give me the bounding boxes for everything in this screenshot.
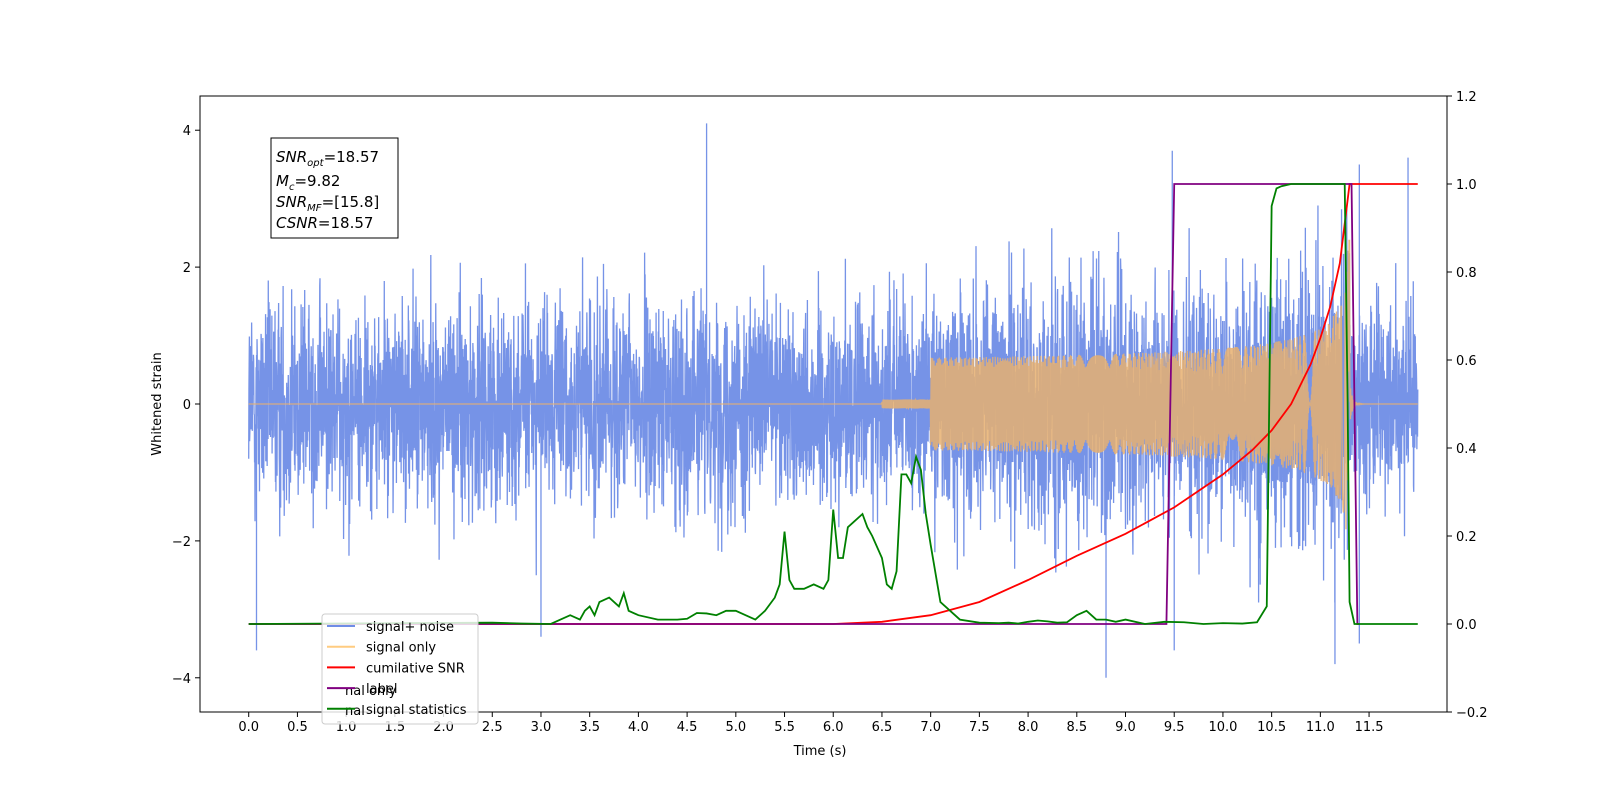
- x-tick-label: 0.0: [238, 720, 259, 735]
- x-tick-label: 11.0: [1306, 720, 1335, 735]
- y-tick-label: 0: [183, 398, 191, 413]
- y2-tick-label: 1.2: [1456, 90, 1477, 105]
- legend-label: signal statistics: [366, 703, 467, 718]
- legend-hidden-text-3: nal only: [345, 684, 397, 699]
- y-axis-label: Whitened strain: [150, 352, 165, 455]
- legend-label: cumilative SNR: [366, 661, 465, 676]
- series-signal-only: [248, 239, 1418, 530]
- series-signal-statistics: [248, 183, 1418, 625]
- y-tick-label: 2: [183, 261, 191, 276]
- plot-area: [248, 123, 1419, 678]
- legend-entries: signal+ noise signal only cumilative SNR la…: [327, 620, 467, 718]
- y-tick-label: 4: [183, 124, 191, 139]
- y-tick-label: −4: [172, 672, 191, 687]
- x-tick-label: 0.5: [287, 720, 308, 735]
- legend: nal only nal signal+ noise signal only cum…: [321, 613, 479, 725]
- annotation-chirp-mass: Mc=9.82: [276, 172, 340, 193]
- x-tick-label: 7.5: [969, 720, 990, 735]
- y2-tick-label: 0.8: [1456, 266, 1477, 281]
- x-tick-label: 6.5: [872, 720, 893, 735]
- legend-label: signal only: [366, 641, 436, 656]
- legend-label: label: [366, 682, 397, 697]
- x-tick-label: 10.5: [1257, 720, 1286, 735]
- x-tick-label: 3.0: [531, 720, 552, 735]
- annotation-snr-mf: SNRMF=[15.8]: [276, 193, 379, 214]
- x-tick-label: 9.0: [1115, 720, 1136, 735]
- legend-label: signal+ noise: [366, 620, 454, 635]
- annotation-frame: [270, 137, 399, 239]
- legend-frame: [321, 613, 479, 725]
- legend-hidden-text-4: nal: [345, 704, 365, 719]
- annotation-box: SNRopt=18.57 Mc=9.82 SNRMF=[15.8] CSNR=1…: [270, 137, 399, 239]
- x-tick-label: 6.0: [823, 720, 844, 735]
- series-cumulative-snr: [248, 183, 1418, 625]
- y2-tick-label: 0.2: [1456, 530, 1477, 545]
- y2-tick-label: 0.6: [1456, 354, 1477, 369]
- x-tick-label: 8.5: [1066, 720, 1087, 735]
- y2-tick-label: 0.4: [1456, 442, 1477, 457]
- axes-ticks: 0.0 0.5 1.0 1.5 2.0 2.5 3.0 3.5 4.0 4.5 5.0 5.5 6.0 6…: [172, 90, 1488, 735]
- x-tick-label: 4.5: [677, 720, 698, 735]
- y2-tick-label: 0.0: [1456, 618, 1477, 633]
- x-tick-label: 7.0: [920, 720, 941, 735]
- annotation-snr-opt: SNRopt=18.57: [276, 148, 379, 169]
- x-tick-label: 4.0: [628, 720, 649, 735]
- x-tick-label: 5.5: [774, 720, 795, 735]
- y2-tick-label: −0.2: [1456, 706, 1488, 721]
- annotation-csnr: CSNR=18.57: [276, 214, 373, 232]
- x-tick-label: 10.0: [1208, 720, 1237, 735]
- x-tick-label: 3.5: [579, 720, 600, 735]
- y2-tick-label: 1.0: [1456, 178, 1477, 193]
- x-tick-label: 9.5: [1164, 720, 1185, 735]
- y-tick-label: −2: [172, 535, 191, 550]
- x-tick-label: 5.0: [725, 720, 746, 735]
- x-tick-label: 11.5: [1355, 720, 1384, 735]
- x-tick-label: 8.0: [1018, 720, 1039, 735]
- x-axis-label: Time (s): [793, 744, 847, 759]
- x-tick-label: 2.5: [482, 720, 503, 735]
